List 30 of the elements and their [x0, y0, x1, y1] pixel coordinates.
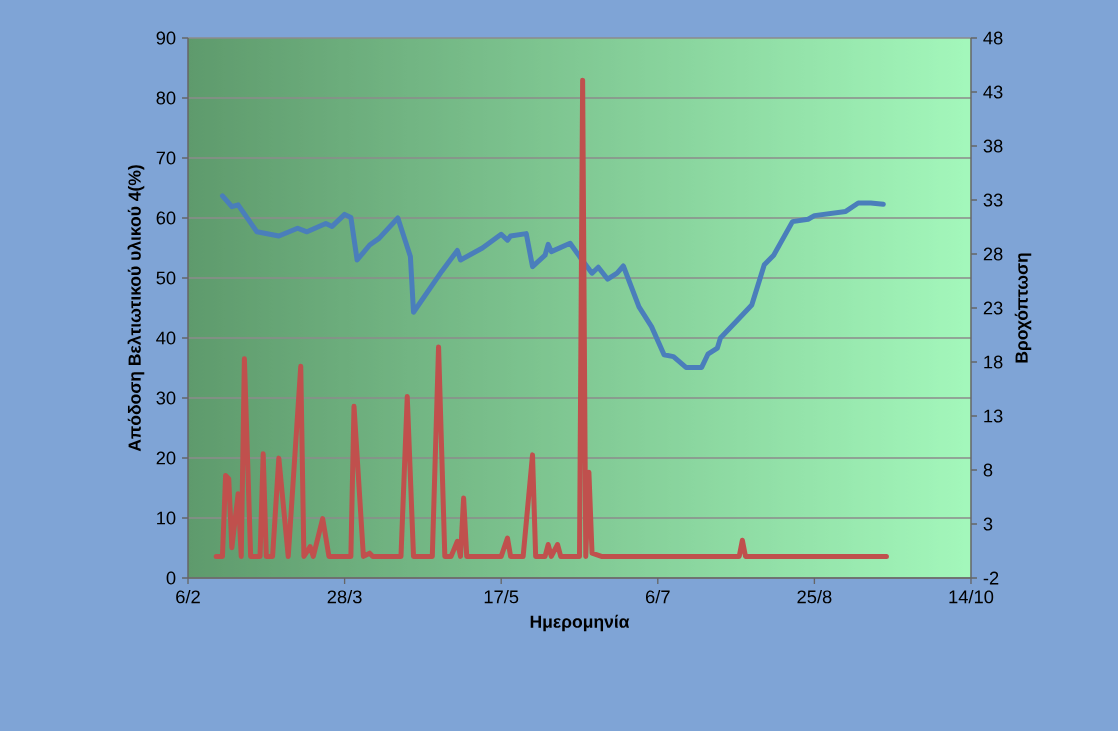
x-axis-title: Ημερομηνία [530, 614, 630, 632]
y2-tick-label: 48 [983, 31, 1003, 45]
y-tick-label: 70 [156, 151, 176, 165]
y-tick-label: 30 [156, 391, 176, 405]
y-tick-label: 90 [156, 31, 176, 45]
y2-tick-label: 13 [984, 409, 1003, 423]
y2-tick-label: 28 [983, 247, 1003, 261]
x-tick-label: 6/2 [176, 589, 200, 604]
y2-tick-label: 8 [983, 463, 993, 477]
y-axis-title: Απόδοση Βελτιωτικού υλικού 4(%) [127, 165, 145, 452]
y2-axis-title: Βροχόπτωση [1014, 253, 1032, 363]
x-tick-label: 6/7 [646, 589, 670, 604]
y2-tick-label: -2 [983, 571, 999, 585]
x-tick-label: 25/8 [797, 589, 832, 604]
y-tick-label: 60 [156, 211, 176, 225]
x-tick-label: 17/5 [484, 589, 519, 604]
y2-tick-label: 43 [983, 85, 1003, 99]
y-tick-label: 40 [156, 331, 176, 345]
y2-tick-label: 18 [984, 355, 1003, 369]
x-tick-label: 28/3 [327, 589, 362, 604]
y-tick-label: 10 [157, 511, 176, 525]
y2-tick-label: 23 [983, 301, 1003, 315]
y-tick-label: 0 [166, 571, 176, 585]
y2-tick-label: 33 [983, 193, 1003, 207]
y2-tick-label: 3 [983, 517, 993, 531]
y-tick-label: 80 [156, 91, 176, 105]
y-tick-label: 50 [156, 271, 176, 285]
x-tick-label: 14/10 [949, 589, 994, 604]
y2-tick-label: 38 [983, 139, 1003, 153]
y-tick-label: 20 [156, 451, 176, 465]
